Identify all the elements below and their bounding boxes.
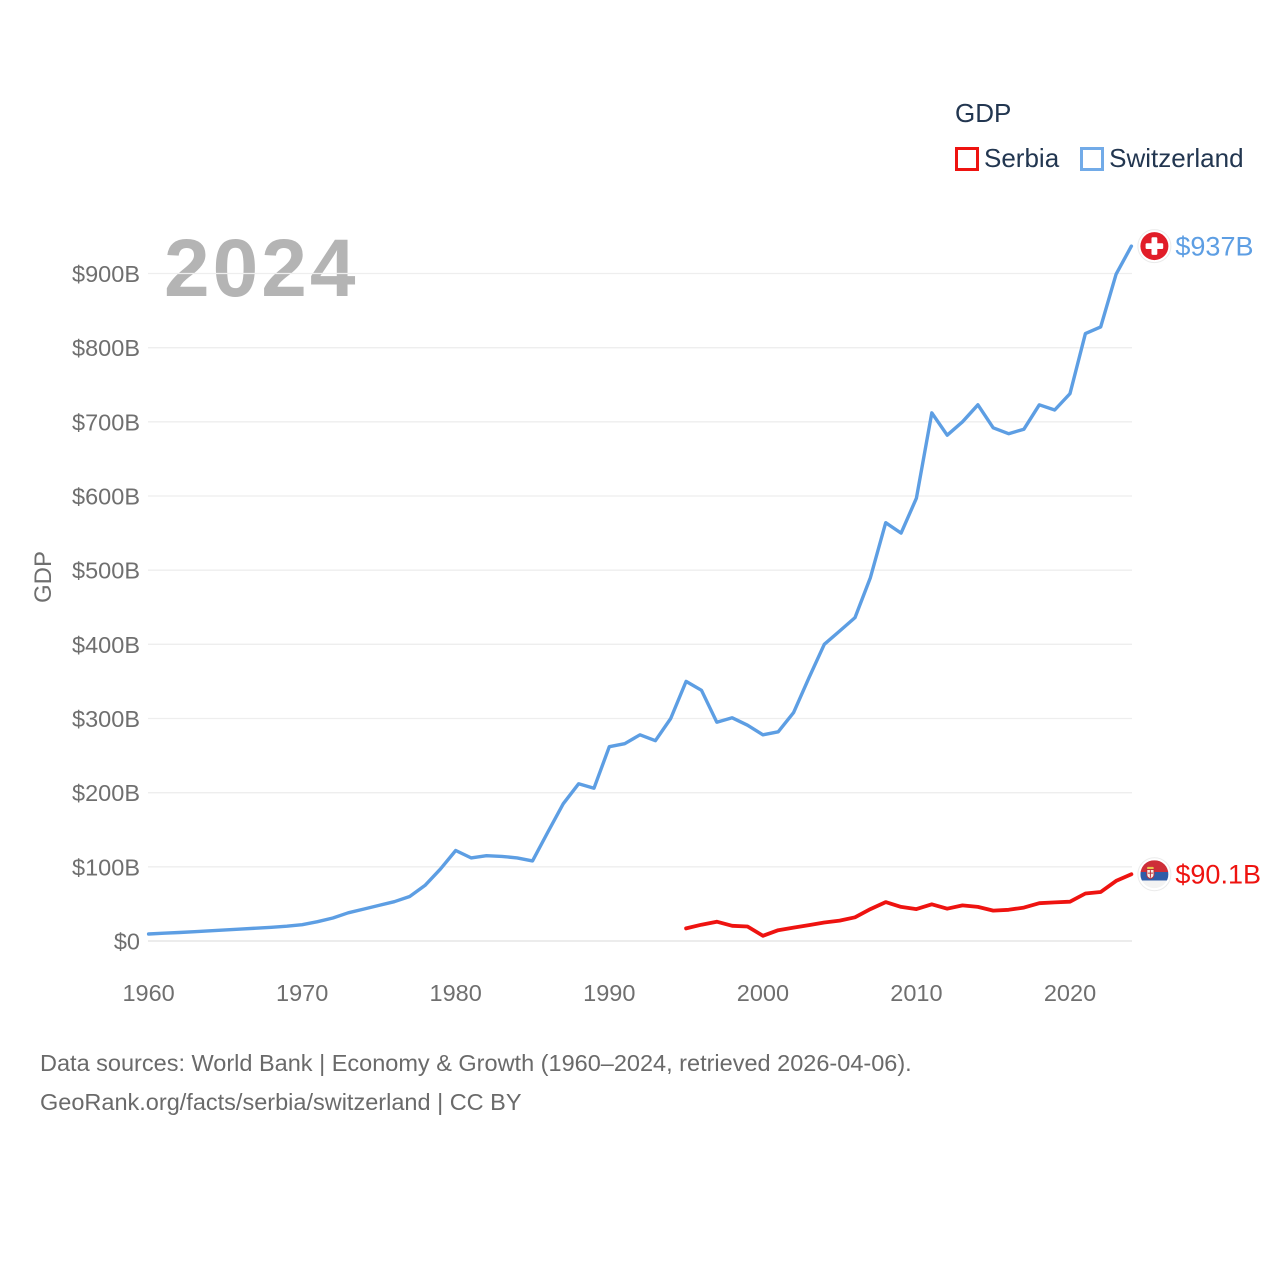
y-tick-label: $400B — [72, 632, 140, 658]
y-tick-label: $200B — [72, 780, 140, 806]
x-tick-label: 2020 — [1044, 980, 1096, 1006]
x-tick-label: 1970 — [276, 980, 328, 1006]
gdp-line-chart[interactable]: $0 $100B $200B $300B $400B $500B $600B $700B $80… — [0, 0, 1280, 1035]
y-tick-label: $900B — [72, 261, 140, 287]
serbia-legend-label: Serbia — [984, 143, 1060, 173]
chart-legend: GDP Serbia Switzerland — [955, 98, 1244, 174]
legend-item-serbia[interactable]: Serbia — [955, 143, 1059, 174]
x-tick-label: 2000 — [737, 980, 789, 1006]
legend-title: GDP — [955, 98, 1012, 128]
y-tick-label: $800B — [72, 335, 140, 361]
series-line-switzerland[interactable] — [146, 244, 1134, 936]
y-tick-label: $300B — [72, 706, 140, 732]
y-tick-label: $500B — [72, 558, 140, 584]
y-tick-label: $700B — [72, 409, 140, 435]
attribution-line: GeoRank.org/facts/serbia/switzerland | C… — [40, 1089, 522, 1115]
x-tick-label: 1980 — [430, 980, 482, 1006]
series-line-serbia[interactable] — [684, 872, 1134, 938]
x-tick-label: 1990 — [583, 980, 635, 1006]
serbia-legend-swatch — [955, 146, 979, 171]
x-tick-label: 2010 — [890, 980, 942, 1006]
switzerland-end-value: $937B — [1175, 232, 1253, 262]
serbia-flag-icon — [1137, 857, 1172, 892]
legend-item-switzerland[interactable]: Switzerland — [1080, 143, 1244, 174]
y-tick-label: $600B — [72, 484, 140, 510]
y-tick-label: $100B — [72, 854, 140, 880]
data-sources-line: Data sources: World Bank | Economy & Gro… — [40, 1050, 912, 1076]
y-tick-label: $0 — [114, 929, 140, 955]
x-tick-label: 1960 — [122, 980, 174, 1006]
chart-footer: Data sources: World Bank | Economy & Gro… — [40, 1044, 912, 1122]
serbia-end-value: $90.1B — [1175, 860, 1261, 890]
legend-items: Serbia Switzerland — [955, 143, 1244, 174]
switzerland-flag-icon — [1137, 229, 1172, 264]
switzerland-legend-label: Switzerland — [1109, 143, 1244, 173]
switzerland-legend-swatch — [1080, 146, 1105, 171]
